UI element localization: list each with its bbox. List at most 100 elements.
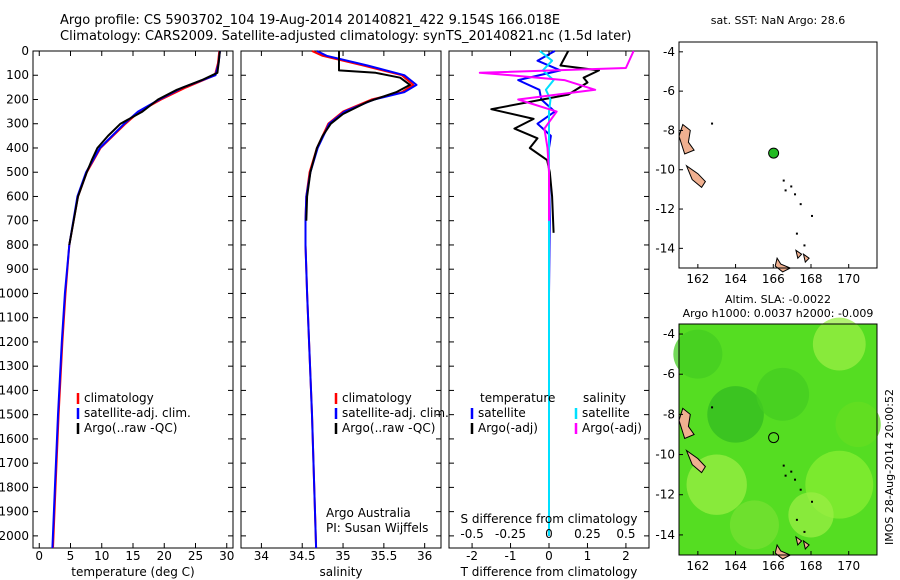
argo-float-marker (768, 432, 780, 444)
y-tick-label: 600 (6, 189, 29, 203)
x-tick-label: 170 (837, 559, 860, 573)
land-islet (803, 244, 806, 247)
x-tick-label: 10 (94, 549, 109, 563)
y-tick-label: 1400 (0, 383, 29, 397)
land-islet (790, 185, 793, 188)
x-tick-label: 162 (686, 559, 709, 573)
legend-entry: Argo(..raw -QC) (84, 421, 177, 435)
sla-field-patch (729, 500, 779, 550)
y-tick-label: 100 (6, 68, 29, 82)
map-title: Altim. SLA: -0.0022 (725, 293, 831, 306)
y-tick-label: 800 (6, 238, 29, 252)
land-island (795, 249, 803, 260)
land-islet (795, 232, 798, 235)
legend-entry: Argo(-adj) (478, 421, 538, 435)
y-tick-label: 1500 (0, 408, 29, 422)
x-tick-label-salinity: 0.25 (574, 527, 601, 541)
sla-field-patch (788, 492, 834, 538)
x-tick-label-salinity: 0.5 (616, 527, 635, 541)
land-islet (811, 500, 813, 503)
y-tick-label: 2000 (0, 529, 29, 543)
y-tick-label: -8 (663, 123, 675, 137)
y-tick-label: -10 (655, 448, 675, 462)
sst-map-panel: 162 164 166 168 170 -4 -6 -8 -10 -12 -14 sat. SST: … (655, 14, 878, 286)
land-islet (799, 203, 802, 206)
x-tick-label: 166 (762, 559, 785, 573)
x-tick-label: 166 (762, 272, 785, 286)
sla-field-patch (835, 401, 881, 448)
land-islet (784, 474, 787, 477)
sla-map-panel: 162 164 166 168 170 -4 -6 -8 -10 -12 -14 Altim. SLA… (655, 293, 881, 573)
x-tick-label: 1 (584, 549, 592, 563)
land-island (795, 535, 803, 547)
map-title: sat. SST: NaN Argo: 28.6 (711, 14, 845, 27)
imos-timestamp: IMOS 28-Aug-2014 20:00:52 (883, 389, 896, 545)
land-islet (782, 179, 785, 182)
series-line-satellite-adj-clim- (304, 50, 418, 549)
y-tick-label: 500 (6, 165, 29, 179)
land-islet (711, 406, 714, 409)
x-tick-label: -2 (466, 549, 478, 563)
legend-title: temperature (480, 391, 555, 405)
legend-entry: satellite-adj. clim. (84, 406, 191, 420)
annotation-line: Argo Australia (326, 506, 411, 520)
x-tick-label: 164 (724, 559, 747, 573)
y-tick-label: -14 (655, 528, 675, 542)
legend-entry: satellite (478, 406, 526, 420)
land-island (685, 164, 707, 189)
y-tick-label: 0 (21, 44, 29, 58)
land-islet (794, 193, 797, 196)
sla-field-patch (812, 317, 866, 371)
y-tick-label: 1900 (0, 505, 29, 519)
x-axis-label-top: S difference from climatology (461, 512, 638, 526)
legend-entry: climatology (84, 391, 154, 405)
x-tick-label: 164 (724, 272, 747, 286)
y-tick-label: 400 (6, 141, 29, 155)
x-tick-label: -1 (505, 549, 517, 563)
x-tick-label: 34 (254, 549, 269, 563)
x-tick-label: 25 (188, 549, 203, 563)
x-tick-label: 34.5 (289, 549, 316, 563)
x-tick-label: 5 (67, 549, 75, 563)
salinity-profile-panel: 34 34.5 35 35.5 36 salinity climatologysatelli… (240, 50, 449, 579)
y-tick-label: 1000 (0, 286, 29, 300)
y-tick-label: -4 (663, 327, 675, 341)
x-axis-label: salinity (319, 565, 362, 579)
land-islet (784, 189, 787, 192)
x-tick-label: 170 (837, 272, 860, 286)
legend-entry: climatology (342, 391, 412, 405)
y-tick-label: -12 (655, 202, 675, 216)
y-tick-label: -10 (655, 163, 675, 177)
header-line-2: Climatology: CARS2009. Satellite-adjuste… (60, 29, 632, 44)
land-islet (782, 464, 785, 467)
x-tick-label: 168 (800, 272, 823, 286)
y-tick-label: 200 (6, 92, 29, 106)
land-island (802, 539, 810, 551)
y-tick-label: 1200 (0, 335, 29, 349)
y-tick-label: -8 (663, 407, 675, 421)
land-islet (711, 122, 714, 125)
legend-entry: Argo(-adj) (582, 421, 642, 435)
x-tick-label-salinity: 0 (545, 527, 553, 541)
land-islet (799, 488, 802, 491)
argo-float-marker (768, 147, 780, 159)
series-line-argo-raw-qc- (68, 50, 221, 246)
difference-profile-panel: -2 -1 0 1 2 -0.5 -0.25 0 0.25 0.5 T difference fro… (448, 50, 650, 579)
x-tick-label: 35 (335, 549, 350, 563)
x-tick-label: 15 (125, 549, 140, 563)
series-line-argo-raw-qc- (305, 51, 411, 221)
legend-title: salinity (583, 391, 626, 405)
x-tick-label-salinity: -0.25 (495, 527, 526, 541)
x-axis-label: temperature (deg C) (71, 565, 194, 579)
land-island (802, 253, 810, 264)
header-line-1: Argo profile: CS 5903702_104 19-Aug-2014… (60, 13, 561, 28)
x-tick-label: 35.5 (370, 549, 397, 563)
x-tick-label: 162 (686, 272, 709, 286)
x-tick-label: 20 (157, 549, 172, 563)
x-tick-label-salinity: -0.5 (460, 527, 483, 541)
y-tick-label: 900 (6, 262, 29, 276)
legend-entry: satellite-adj. clim. (342, 406, 449, 420)
map-frame (678, 323, 878, 556)
y-tick-label: 1600 (0, 432, 29, 446)
